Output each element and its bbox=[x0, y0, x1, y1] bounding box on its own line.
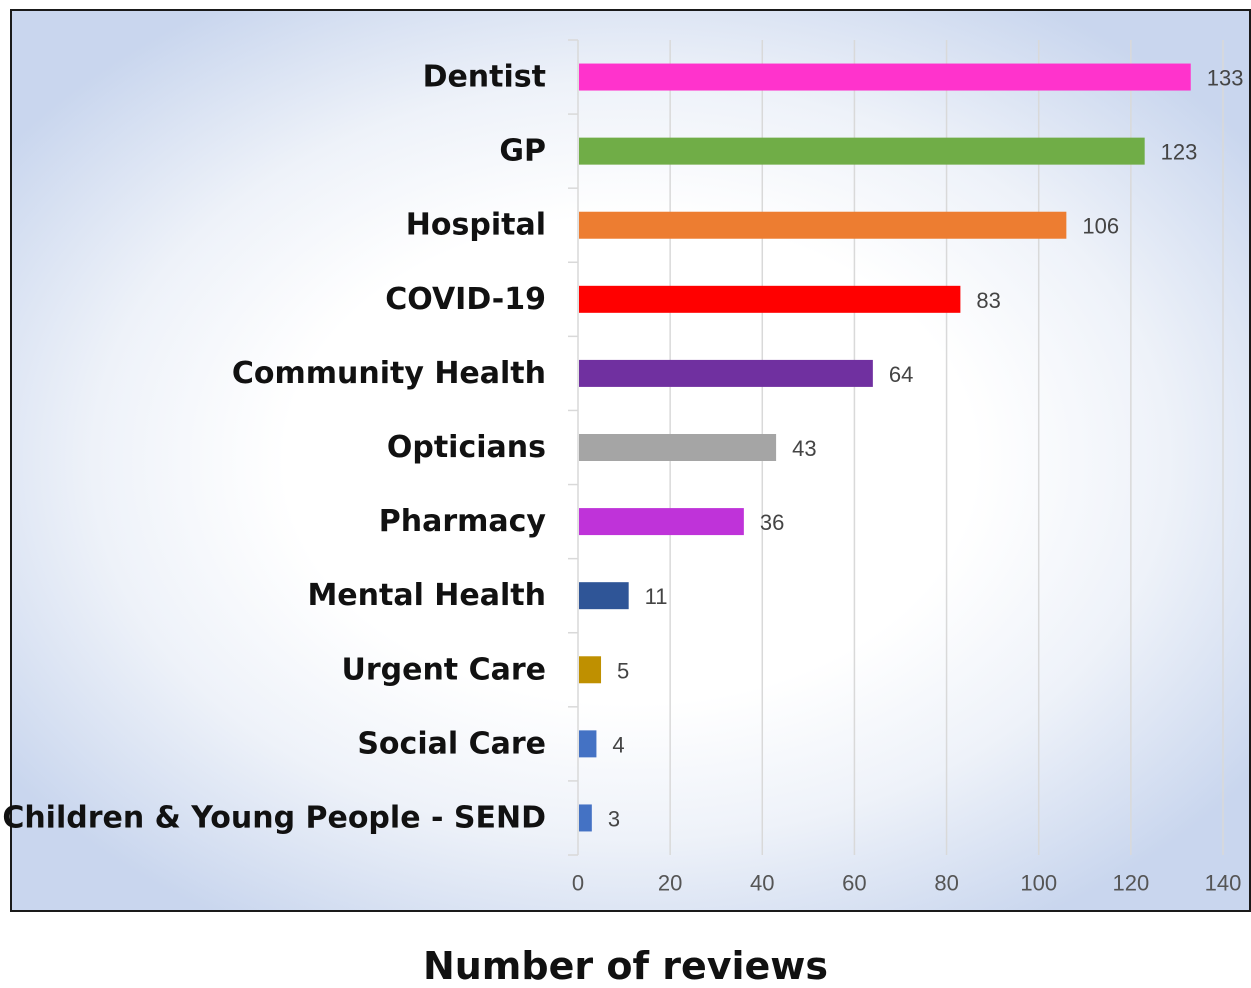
category-label: Urgent Care bbox=[341, 652, 546, 687]
category-label: GP bbox=[499, 134, 546, 169]
category-label: Mental Health bbox=[307, 578, 546, 613]
bar-mental-health bbox=[579, 582, 629, 610]
bar-pharmacy bbox=[579, 508, 744, 536]
category-label: Hospital bbox=[406, 208, 546, 243]
bar-community-health bbox=[579, 359, 873, 387]
data-label: 3 bbox=[608, 806, 620, 831]
x-tick-label: 60 bbox=[842, 871, 866, 896]
category-label: Children & Young People - SEND bbox=[2, 800, 546, 835]
data-label: 83 bbox=[976, 288, 1000, 313]
bar-opticians bbox=[579, 434, 777, 461]
x-tick-label: 40 bbox=[750, 871, 774, 896]
category-label: COVID-19 bbox=[385, 282, 546, 317]
x-tick-label: 120 bbox=[1112, 871, 1149, 896]
category-label: Community Health bbox=[232, 356, 546, 391]
category-label: Pharmacy bbox=[379, 504, 547, 539]
data-label: 64 bbox=[889, 362, 913, 387]
x-tick-label: 20 bbox=[658, 871, 682, 896]
bar-children-young-people-send bbox=[579, 804, 592, 832]
bar-urgent-care bbox=[579, 656, 602, 684]
data-label: 106 bbox=[1082, 214, 1119, 239]
bar-social-care bbox=[579, 730, 597, 758]
category-label: Dentist bbox=[423, 60, 546, 95]
x-axis-title: Number of reviews bbox=[422, 944, 829, 988]
category-label: Social Care bbox=[357, 726, 546, 761]
bar-gp bbox=[579, 137, 1145, 165]
data-label: 4 bbox=[612, 732, 624, 757]
data-label: 11 bbox=[645, 584, 668, 609]
bar-dentist bbox=[579, 63, 1191, 91]
category-label: Opticians bbox=[387, 430, 546, 465]
x-tick-label: 100 bbox=[1020, 871, 1057, 896]
x-tick-label: 140 bbox=[1205, 871, 1242, 896]
data-label: 133 bbox=[1207, 66, 1244, 91]
x-tick-label: 0 bbox=[572, 871, 584, 896]
bar-hospital bbox=[579, 211, 1067, 239]
x-tick-label: 80 bbox=[934, 871, 958, 896]
data-label: 43 bbox=[792, 436, 816, 461]
data-label: 5 bbox=[617, 658, 629, 683]
data-label: 123 bbox=[1161, 140, 1198, 165]
bar-covid-19 bbox=[579, 285, 961, 313]
data-label: 36 bbox=[760, 510, 784, 535]
